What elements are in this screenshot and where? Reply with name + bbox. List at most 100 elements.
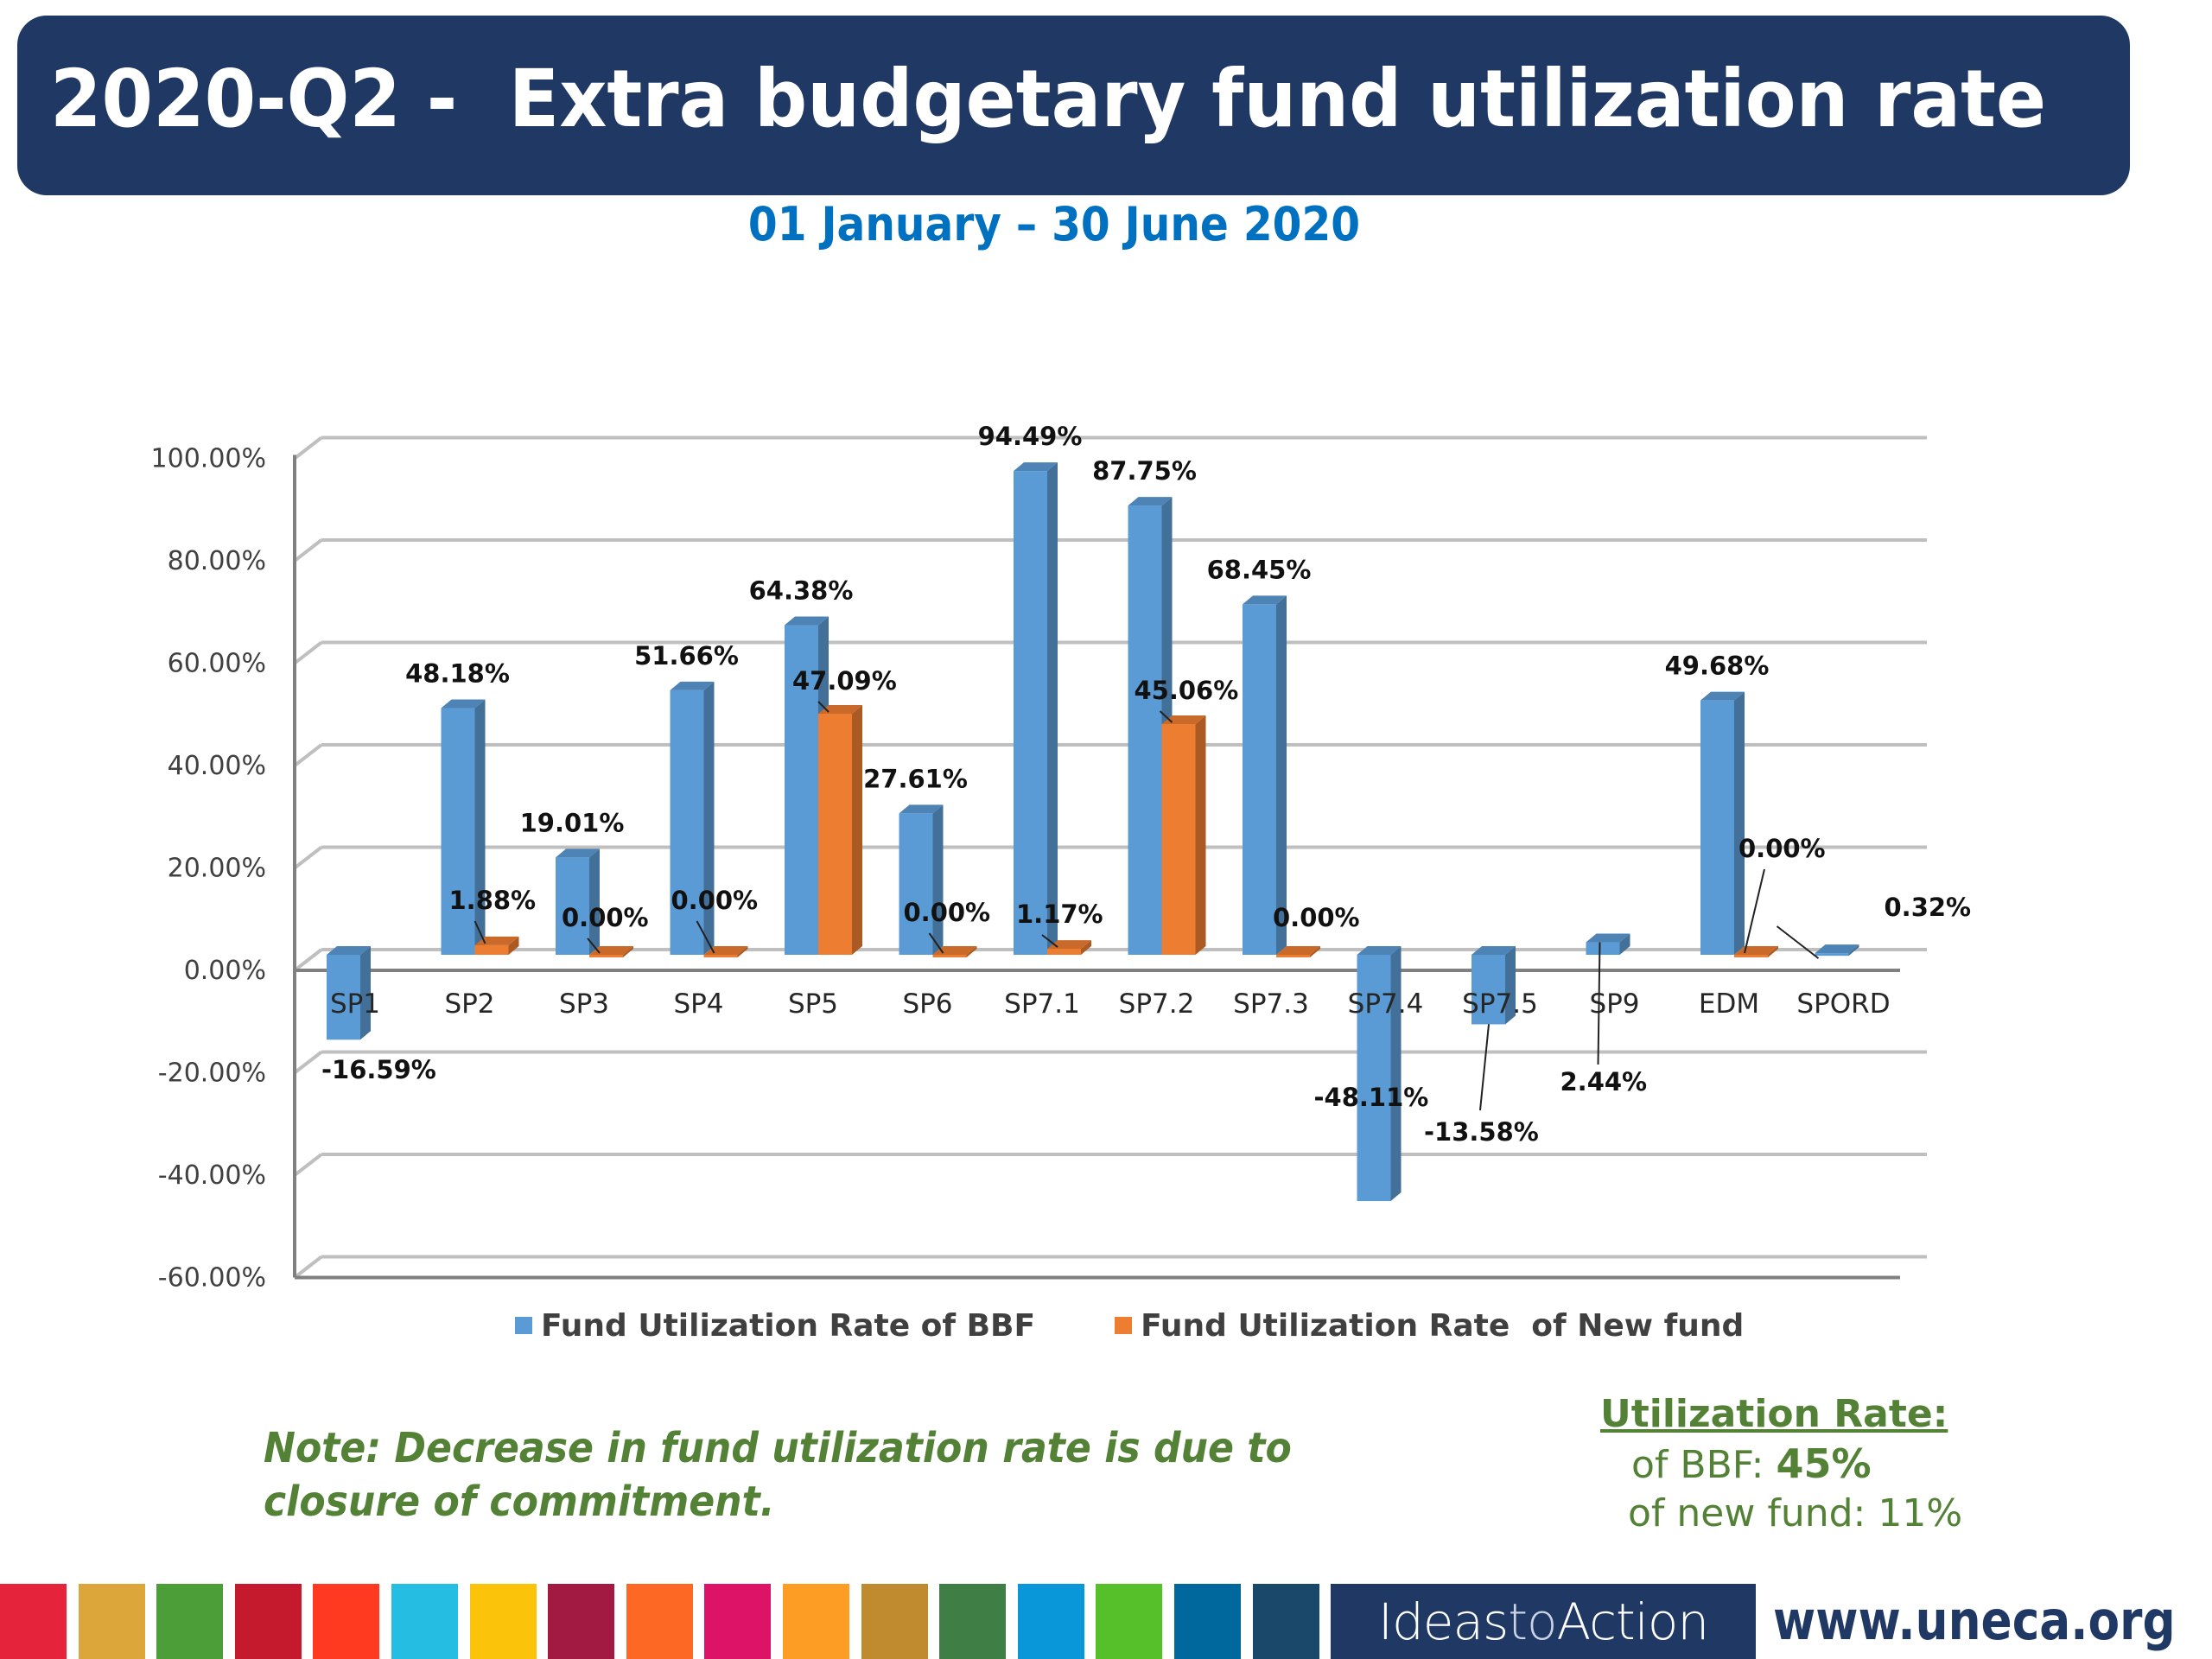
bar-new-fund-sp7-1-side: [1081, 940, 1091, 955]
bar-new-fund-sp5: [818, 704, 862, 955]
bar-bbf-sp3-front: [556, 857, 589, 955]
data-label-new-fund: 47.09%: [792, 666, 897, 696]
sdg-color-square: [783, 1584, 849, 1659]
bar-new-fund-sp7-3-side: [1310, 946, 1320, 957]
page-title: 2020-Q2 - Extra budgetary fund utilizati…: [50, 53, 2047, 145]
x-category-label: SP6: [902, 988, 952, 1020]
bar-bbf-sp7-4: [1357, 946, 1402, 1202]
bar-bbf-sp7-5-side: [1505, 946, 1516, 1025]
bar-bbf-sp5-top: [785, 616, 829, 626]
bar-bbf-spord-side: [1848, 944, 1859, 957]
sdg-color-square: [1252, 1584, 1319, 1659]
banner-action: Action: [1556, 1592, 1709, 1651]
leader-line: [1041, 934, 1058, 948]
bar-new-fund-sp3-front: [589, 955, 623, 957]
gridline-side: [293, 640, 323, 665]
data-label-bbf: 87.75%: [1092, 456, 1197, 486]
legend-label-bbf: Fund Utilization Rate of BBF: [541, 1307, 1036, 1344]
utilization-new-value: 11%: [1878, 1491, 1963, 1535]
bar-new-fund-sp7-2: [1161, 715, 1206, 955]
leader-line: [928, 932, 944, 954]
data-labels: -16.59% 48.18% 1.88% 19.01% 0.00% 51.66% 0.00%…: [321, 422, 1971, 1147]
bar-new-fund-sp2-side: [508, 936, 519, 955]
sdg-color-square: [0, 1584, 67, 1659]
bar-new-fund-sp6: [932, 946, 977, 957]
sdg-color-square: [313, 1584, 380, 1659]
data-label-bbf: 48.18%: [405, 659, 510, 689]
data-label-bbf: 51.66%: [634, 641, 739, 671]
bar-new-fund-sp7-2-side: [1195, 715, 1206, 955]
gridline-side: [293, 948, 323, 972]
bar-bbf-sp4-side: [703, 681, 715, 955]
bar-new-fund-sp7-2-front: [1161, 724, 1196, 955]
bar-new-fund-sp5-side: [852, 704, 862, 955]
utilization-new-fund: of new fund: 11%: [1600, 1490, 1962, 1538]
bars: [327, 462, 1859, 1202]
bar-bbf-sp1-side: [360, 946, 371, 1040]
ideas-to-action-banner: Ideas to Action: [1331, 1584, 1756, 1659]
bar-bbf-sp7-2-top: [1128, 497, 1173, 506]
sdg-color-square: [1096, 1584, 1163, 1659]
bar-bbf-sp2-front: [441, 708, 475, 955]
leader-line: [817, 701, 830, 713]
bar-new-fund-sp4-front: [703, 955, 738, 957]
utilization-chart: 100.00% 80.00% 60.00% 40.00% 20.00% 0.00% -20.…: [151, 422, 1972, 1293]
sdg-color-square: [548, 1584, 615, 1659]
bar-bbf-sp7-3-top: [1243, 595, 1287, 605]
x-category-label: EDM: [1699, 988, 1759, 1020]
leader-line: [1597, 942, 1601, 1065]
data-label-new-fund: 45.06%: [1135, 676, 1239, 705]
legend-label-new-fund: Fund Utilization Rate of New fund: [1141, 1307, 1745, 1344]
gridline-side: [293, 845, 323, 870]
sdg-color-square: [704, 1584, 772, 1659]
x-category-label: SP7.5: [1462, 988, 1538, 1020]
gridline-side: [293, 1255, 323, 1280]
y-tick-label: 100.00%: [151, 444, 266, 474]
bar-bbf-sp6-side: [932, 804, 944, 955]
data-label-new-fund: 0.00%: [1738, 834, 1826, 863]
leader-line: [1776, 925, 1820, 959]
x-category-label: SP5: [788, 988, 838, 1020]
website-link[interactable]: www.uneca.org: [1773, 1589, 2176, 1652]
sdg-color-square: [939, 1584, 1007, 1659]
y-tick-label: 60.00%: [168, 649, 266, 679]
sdg-color-square: [156, 1584, 224, 1659]
bar-bbf-sp7-1-top: [1014, 462, 1058, 472]
bar-new-fund-sp7-1-front: [1047, 949, 1081, 955]
bar-bbf-sp7-3-side: [1276, 595, 1287, 955]
data-label-new-fund: 1.17%: [1016, 899, 1103, 929]
sdg-color-square: [1017, 1584, 1084, 1659]
bar-bbf-sp7-1-front: [1014, 471, 1047, 955]
utilization-title: Utilization Rate:: [1600, 1392, 1948, 1436]
x-category-label: SP1: [330, 988, 380, 1020]
data-label-bbf: 68.45%: [1207, 555, 1312, 584]
y-tick-label: 40.00%: [168, 751, 266, 781]
gridline-side: [293, 1153, 323, 1177]
data-label-new-fund: 0.00%: [562, 903, 649, 932]
sdg-color-strip: [0, 1584, 1331, 1659]
bar-new-fund-sp7-3-front: [1276, 955, 1310, 957]
bar-bbf-sp3: [556, 849, 600, 955]
bar-new-fund-sp3-side: [623, 946, 633, 957]
bar-new-fund-sp5-top: [818, 704, 862, 714]
bar-bbf-sp4: [670, 681, 715, 955]
data-label-bbf: 19.01%: [520, 808, 625, 837]
x-category-label: SP7.1: [1004, 988, 1080, 1020]
banner-to: to: [1508, 1592, 1557, 1651]
bar-bbf-sp1: [327, 946, 371, 1040]
utilization-bbf-value: 45%: [1776, 1440, 1872, 1487]
bar-bbf-edm-top: [1700, 691, 1745, 701]
date-range-subtitle: 01 January – 30 June 2020: [747, 197, 1361, 251]
banner-ideas: Ideas: [1377, 1592, 1509, 1651]
bar-bbf-spord-top: [1815, 944, 1859, 954]
bar-bbf-sp7-4-front: [1357, 955, 1391, 1202]
bar-bbf-sp7-2-front: [1128, 505, 1162, 955]
bar-bbf-sp4-front: [670, 690, 704, 955]
chart-legend: Fund Utilization Rate of BBF Fund Utiliz…: [515, 1306, 1744, 1344]
sdg-color-square: [469, 1584, 537, 1659]
sdg-color-square: [861, 1584, 928, 1659]
gridline-side: [293, 538, 323, 563]
data-label-bbf: 49.68%: [1665, 652, 1770, 681]
data-label-bbf: 94.49%: [978, 422, 1083, 451]
x-category-label: SP4: [673, 988, 723, 1020]
